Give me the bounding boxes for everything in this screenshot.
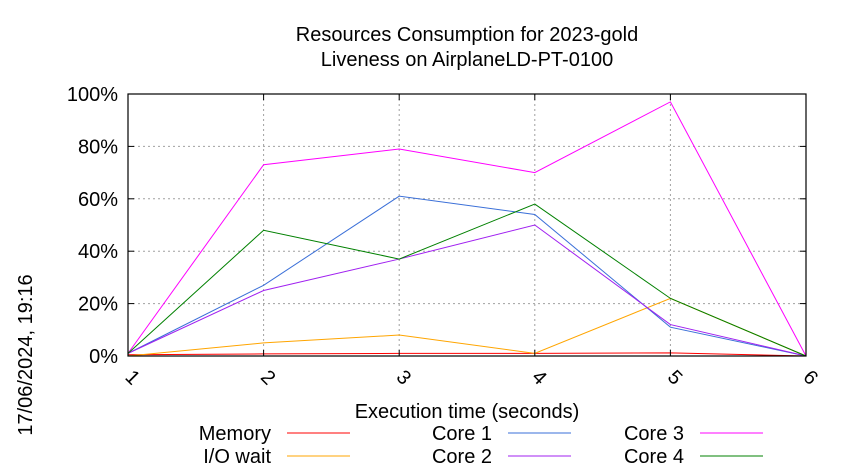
y-tick-labels: 0% 20% 40% 60% 80% 100% (67, 84, 806, 368)
legend-label-core-3: Core 3 (624, 423, 684, 445)
x-tick-label: 6 (799, 366, 822, 389)
y-tick-label: 80% (78, 136, 118, 158)
y-tick-label: 60% (78, 189, 118, 211)
x-tick-label: 4 (527, 366, 550, 389)
x-tick-label: 3 (392, 366, 415, 389)
series-line-core-4 (127, 203, 807, 357)
y-tick-label: 0% (89, 346, 118, 368)
legend-label-core-2: Core 2 (432, 446, 492, 468)
legend-label-memory: Memory (199, 423, 271, 445)
chart-title-line1: Resources Consumption for 2023-gold (296, 24, 638, 46)
chart-title-line2: Liveness on AirplaneLD-PT-0100 (321, 49, 613, 71)
plot-frame (127, 93, 807, 357)
legend-label-core-1: Core 1 (432, 423, 492, 445)
x-tick-label: 1 (121, 366, 144, 389)
series-line-i-o-wait (127, 297, 807, 357)
legend-label-core-4: Core 4 (624, 446, 684, 468)
series-line-core-3 (127, 101, 807, 357)
series-line-core-1 (127, 195, 807, 357)
y-tick-label: 40% (78, 241, 118, 263)
series-lines (127, 101, 807, 357)
y-tick-label: 20% (78, 294, 118, 316)
grid-lines (128, 94, 806, 356)
legend-label-i-o-wait: I/O wait (203, 446, 271, 468)
x-axis-label: Execution time (seconds) (355, 401, 580, 423)
series-line-core-2 (127, 224, 807, 357)
y-tick-label: 100% (67, 84, 118, 106)
timestamp-label: 17/06/2024, 19:16 (15, 274, 37, 435)
x-tick-label: 5 (663, 366, 686, 389)
series-line-memory (127, 352, 807, 357)
x-tick-label: 2 (256, 366, 279, 389)
